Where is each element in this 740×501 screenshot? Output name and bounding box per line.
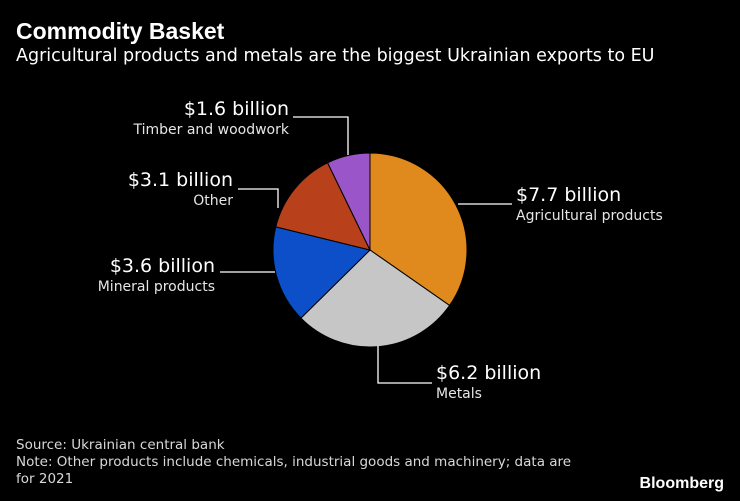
leader-line-timber-and-woodwork (293, 116, 349, 155)
bloomberg-logo: Bloomberg (639, 475, 724, 492)
pie-slice-timber-and-woodwork (326, 152, 371, 251)
data-note-line-1: Note: Other products include chemicals, … (16, 454, 572, 470)
value-label-other: $3.1 billion (128, 169, 233, 191)
value-label-metals: $6.2 billion (436, 362, 541, 384)
leader-line-other (238, 188, 279, 208)
value-label-agricultural-products: $7.7 billion (516, 184, 621, 206)
chart-footer: Source: Ukrainian central bank Note: Oth… (16, 437, 571, 488)
pie-slice-agricultural-products (369, 152, 468, 307)
category-label-metals: Metals (436, 386, 482, 402)
leader-line-metals (377, 346, 432, 384)
category-label-timber-and-woodwork: Timber and woodwork (133, 122, 290, 138)
chart-subtitle: Agricultural products and metals are the… (16, 46, 655, 66)
category-label-other: Other (193, 193, 233, 209)
source-note: Source: Ukrainian central bank (16, 437, 225, 453)
data-note-line-2: for 2021 (16, 471, 74, 487)
category-label-mineral-products: Mineral products (98, 279, 215, 295)
pie-slice-mineral-products (272, 226, 371, 319)
value-label-timber-and-woodwork: $1.6 billion (184, 98, 289, 120)
pie-slice-other (275, 162, 371, 251)
chart-title: Commodity Basket (16, 18, 225, 44)
category-label-agricultural-products: Agricultural products (516, 208, 663, 224)
value-label-mineral-products: $3.6 billion (110, 255, 215, 277)
